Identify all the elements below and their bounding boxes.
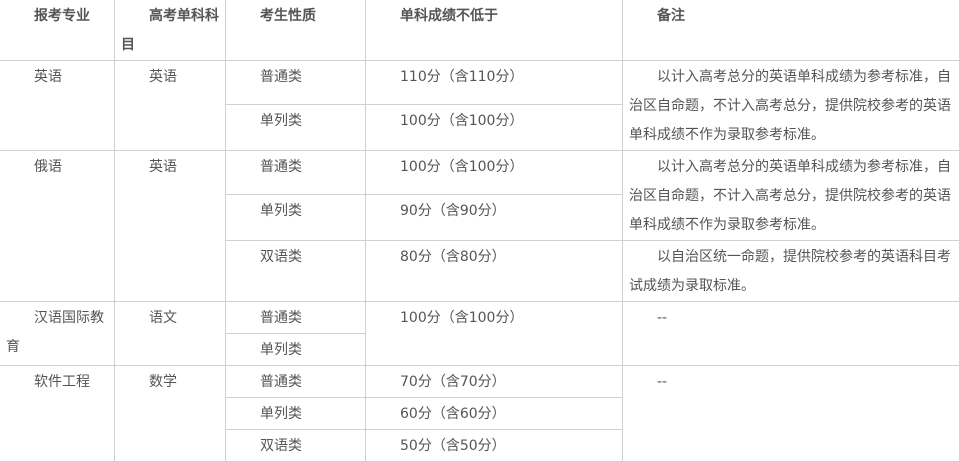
score-cell: 80分（含80分）: [366, 241, 623, 302]
score-cell: 50分（含50分）: [366, 430, 623, 462]
type-cell: 单列类: [226, 334, 366, 366]
table-row: 软件工程 数学 普通类 70分（含70分） --: [0, 366, 959, 398]
score-cell: 100分（含100分）: [366, 105, 623, 151]
type-cell: 普通类: [226, 61, 366, 105]
type-cell: 双语类: [226, 430, 366, 462]
table-row: 俄语 英语 普通类 100分（含100分） 以计入高考总分的英语单科成绩为参考标…: [0, 151, 959, 195]
score-cell: 100分（含100分）: [366, 302, 623, 366]
subject-cell: 数学: [115, 366, 226, 462]
header-min-score: 单科成绩不低于: [366, 0, 623, 61]
header-major: 报考专业: [0, 0, 115, 61]
major-cell: 软件工程: [0, 366, 115, 462]
note-cell: 以计入高考总分的英语单科成绩为参考标准，自治区自命题，不计入高考总分，提供院校参…: [623, 151, 959, 241]
note-cell: --: [623, 302, 959, 366]
type-cell: 普通类: [226, 366, 366, 398]
major-cell: 汉语国际教育: [0, 302, 115, 366]
note-cell: --: [623, 366, 959, 462]
table-row: 汉语国际教育 语文 普通类 100分（含100分） --: [0, 302, 959, 334]
type-cell: 单列类: [226, 398, 366, 430]
score-cell: 110分（含110分）: [366, 61, 623, 105]
score-cell: 90分（含90分）: [366, 195, 623, 241]
note-cell: 以计入高考总分的英语单科成绩为参考标准，自治区自命题，不计入高考总分，提供院校参…: [623, 61, 959, 151]
type-cell: 单列类: [226, 195, 366, 241]
note-cell: 以自治区统一命题，提供院校参考的英语科目考试成绩为录取标准。: [623, 241, 959, 302]
major-cell: 英语: [0, 61, 115, 151]
subject-cell: 英语: [115, 151, 226, 302]
table-row: 英语 英语 普通类 110分（含110分） 以计入高考总分的英语单科成绩为参考标…: [0, 61, 959, 105]
type-cell: 普通类: [226, 151, 366, 195]
type-cell: 普通类: [226, 302, 366, 334]
subject-cell: 语文: [115, 302, 226, 366]
header-row: 报考专业 高考单科科目 考生性质 单科成绩不低于 备注: [0, 0, 959, 61]
header-note: 备注: [623, 0, 959, 61]
type-cell: 单列类: [226, 105, 366, 151]
score-cell: 100分（含100分）: [366, 151, 623, 195]
header-type: 考生性质: [226, 0, 366, 61]
major-cell: 俄语: [0, 151, 115, 302]
score-cell: 60分（含60分）: [366, 398, 623, 430]
subject-cell: 英语: [115, 61, 226, 151]
header-subject: 高考单科科目: [115, 0, 226, 61]
type-cell: 双语类: [226, 241, 366, 302]
score-cell: 70分（含70分）: [366, 366, 623, 398]
